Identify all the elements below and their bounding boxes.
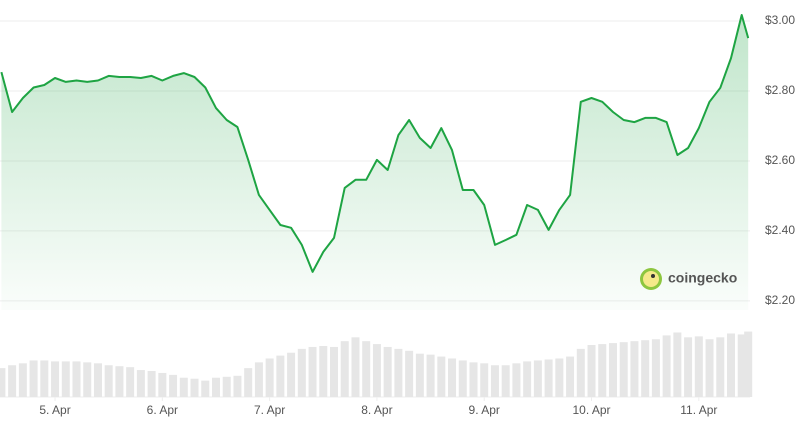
volume-bar: [0, 368, 6, 397]
volume-bar: [394, 348, 403, 397]
volume-bar: [727, 333, 736, 397]
x-tick-label: 5. Apr: [39, 403, 70, 417]
x-tick-label: 8. Apr: [361, 403, 392, 417]
volume-bar: [126, 367, 135, 397]
volume-bar: [716, 337, 725, 397]
volume-bar: [190, 378, 199, 397]
volume-bar: [18, 363, 27, 397]
y-tick-label: $2.20: [765, 293, 795, 307]
volume-bar: [61, 361, 70, 397]
volume-bar: [383, 346, 392, 397]
volume-bar: [276, 355, 285, 397]
price-line: [0, 14, 750, 273]
volume-bar: [362, 341, 371, 397]
volume-bar: [330, 346, 339, 397]
volume-bar: [684, 337, 693, 397]
volume-bar: [458, 360, 467, 397]
y-tick-label: $2.40: [765, 223, 795, 237]
volume-bar: [490, 365, 499, 397]
volume-bar: [405, 350, 414, 397]
volume-bar: [319, 345, 328, 397]
volume-bar: [265, 358, 274, 397]
volume-bar: [744, 331, 753, 397]
volume-bar: [469, 362, 478, 397]
volume-bar: [211, 377, 220, 397]
y-tick-label: $3.00: [765, 13, 795, 27]
volume-bar: [8, 365, 17, 397]
volume-bar: [351, 337, 360, 397]
x-tick-label: 7. Apr: [254, 403, 285, 417]
volume-bar: [737, 334, 746, 397]
volume-bar: [29, 360, 38, 397]
volume-bar: [201, 380, 210, 397]
volume-bar: [147, 371, 156, 397]
volume-bar: [512, 363, 521, 397]
volume-bar: [662, 335, 671, 397]
volume-bar: [340, 341, 349, 397]
volume-bar: [619, 342, 628, 397]
volume-bar: [415, 353, 424, 397]
price-area: [1, 15, 749, 310]
volume-bar: [705, 339, 714, 397]
x-tick-label: 6. Apr: [147, 403, 178, 417]
volume-bar: [93, 363, 102, 397]
volume-bar: [694, 336, 703, 397]
volume-bar: [40, 360, 49, 397]
volume-bar: [287, 352, 296, 397]
volume-bar: [169, 374, 178, 397]
volume-bar: [437, 356, 446, 397]
volume-bar: [426, 354, 435, 397]
x-tick-label: 11. Apr: [680, 403, 717, 417]
x-tick-label: 9. Apr: [469, 403, 500, 417]
y-tick-label: $2.80: [765, 83, 795, 97]
watermark: coingecko: [668, 270, 737, 286]
volume-bar: [587, 345, 596, 397]
watermark-logo: [640, 268, 662, 290]
volume-bar: [83, 362, 92, 397]
volume-bar: [308, 346, 317, 397]
volume-bar: [533, 360, 542, 397]
volume-bar: [641, 340, 650, 397]
y-tick-label: $2.60: [765, 153, 795, 167]
volume-bar: [448, 358, 457, 397]
volume-bar: [115, 366, 124, 397]
volume-bar: [555, 358, 564, 397]
volume-bar: [51, 361, 60, 397]
volume-bar: [136, 370, 145, 397]
x-tick-label: 10. Apr: [573, 403, 611, 417]
volume-bar: [233, 375, 242, 397]
volume-bar: [673, 332, 682, 397]
volume-bar: [222, 376, 231, 397]
volume-bar: [651, 339, 660, 397]
volume-bar: [501, 365, 510, 397]
volume-bar: [576, 348, 585, 397]
volume-bar: [297, 348, 306, 397]
volume-bar: [480, 363, 489, 397]
volume-bar: [104, 365, 113, 397]
volume-bar: [598, 344, 607, 397]
volume-bar: [254, 362, 263, 397]
volume-bar: [566, 356, 575, 397]
volume-bar: [72, 361, 81, 397]
volume-bar: [630, 341, 639, 397]
volume-bar: [544, 359, 553, 397]
volume-bar: [244, 368, 253, 397]
volume-bar: [608, 343, 617, 397]
volume-bar: [179, 377, 188, 397]
volume-bar: [523, 361, 532, 397]
volume-bar: [158, 372, 167, 397]
volume-bar: [372, 344, 381, 397]
